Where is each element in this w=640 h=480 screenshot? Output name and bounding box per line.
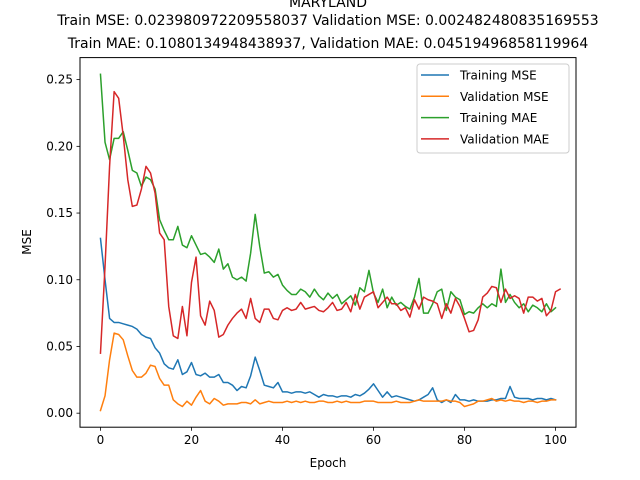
y-tick-label: 0.20 (46, 139, 73, 153)
chart-subtitle-line2: Train MAE: 0.1080134948438937, Validatio… (67, 36, 589, 52)
y-axis-ticks: 0.00 0.05 0.10 0.15 0.20 0.25 (46, 73, 80, 420)
x-axis-ticks: 0 20 40 60 80 100 (97, 427, 567, 447)
chart-subtitle-line1: Train MSE: 0.023980972209558037 Validati… (56, 13, 598, 29)
legend-label-validation-mse: Validation MSE (460, 90, 549, 104)
series-line-validation-mse (99, 332, 557, 412)
x-tick-label: 0 (97, 433, 105, 447)
x-tick-label: 80 (457, 433, 472, 447)
legend: Training MSE Validation MSE Training MAE Va… (416, 63, 570, 154)
legend-box (416, 63, 570, 154)
chart-title: MARYLAND (289, 0, 367, 11)
x-tick-label: 60 (366, 433, 381, 447)
y-tick-label: 0.25 (46, 73, 73, 87)
plot-lines (99, 73, 562, 412)
x-tick-label: 20 (184, 433, 199, 447)
y-tick-label: 0.05 (46, 339, 73, 353)
y-tick-label: 0.15 (46, 206, 73, 220)
x-tick-label: 40 (275, 433, 290, 447)
y-tick-label: 0.00 (46, 406, 73, 420)
y-tick-label: 0.10 (46, 273, 73, 287)
legend-label-training-mse: Training MSE (459, 69, 537, 83)
series-line-training-mae (99, 73, 557, 316)
x-tick-label: 100 (544, 433, 567, 447)
series-line-validation-mae (99, 90, 562, 354)
plot-frame (79, 57, 577, 428)
y-axis-label: MSE (20, 229, 34, 255)
legend-label-validation-mae: Validation MAE (460, 132, 549, 146)
x-axis-label: Epoch (310, 456, 347, 470)
legend-label-training-mae: Training MAE (459, 111, 537, 125)
